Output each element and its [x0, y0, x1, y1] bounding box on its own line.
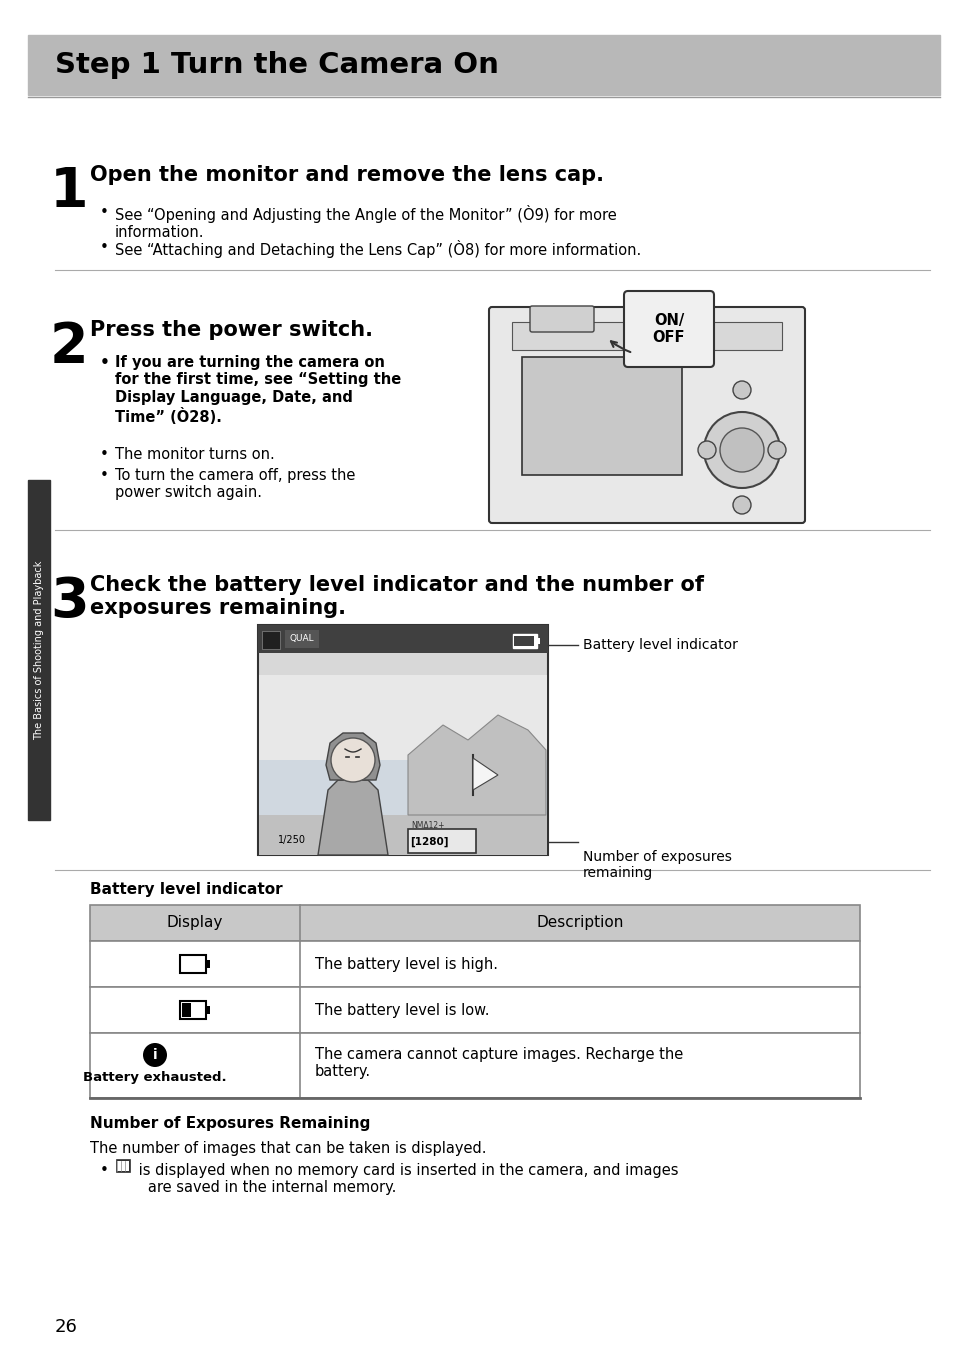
Text: is displayed when no memory card is inserted in the camera, and images
   are sa: is displayed when no memory card is inse… — [133, 1163, 678, 1196]
Bar — [90, 905, 859, 942]
Text: 1: 1 — [50, 165, 89, 219]
Bar — [512, 321, 781, 350]
Text: •: • — [100, 204, 109, 221]
Bar — [28, 480, 50, 820]
Text: 1/250: 1/250 — [277, 835, 306, 845]
Bar — [257, 625, 547, 855]
Bar — [182, 1003, 191, 1017]
Bar — [513, 633, 537, 648]
Text: Number of exposures
remaining: Number of exposures remaining — [582, 850, 731, 880]
FancyBboxPatch shape — [489, 307, 804, 523]
Text: The monitor turns on.: The monitor turns on. — [115, 447, 274, 461]
Bar — [258, 675, 546, 815]
Bar — [258, 815, 546, 855]
Text: •: • — [100, 355, 110, 370]
Bar — [258, 760, 546, 815]
Circle shape — [698, 441, 716, 459]
Text: Battery level indicator: Battery level indicator — [90, 882, 282, 897]
Text: [1280]: [1280] — [410, 837, 448, 847]
Bar — [408, 829, 476, 853]
Polygon shape — [317, 780, 388, 855]
Circle shape — [331, 738, 375, 781]
Circle shape — [703, 412, 780, 488]
Text: Display: Display — [167, 916, 223, 931]
Bar — [514, 636, 534, 646]
Text: The Basics of Shooting and Playback: The Basics of Shooting and Playback — [34, 561, 44, 740]
Text: Press the power switch.: Press the power switch. — [90, 320, 373, 340]
Text: •: • — [100, 447, 109, 461]
Text: If you are turning the camera on
for the first time, see “Setting the
Display La: If you are turning the camera on for the… — [115, 355, 401, 425]
Bar — [180, 955, 206, 972]
Text: Description: Description — [536, 916, 623, 931]
Text: 2: 2 — [50, 320, 89, 374]
Text: ON/
OFF: ON/ OFF — [652, 313, 684, 346]
Bar — [117, 1161, 129, 1171]
Polygon shape — [326, 733, 379, 780]
Bar — [28, 35, 939, 95]
Text: NMΔ12+: NMΔ12+ — [411, 820, 444, 830]
Circle shape — [720, 428, 763, 472]
Polygon shape — [473, 759, 497, 790]
Circle shape — [732, 496, 750, 514]
Text: Battery level indicator: Battery level indicator — [582, 638, 737, 652]
Text: QUAL: QUAL — [290, 635, 314, 643]
Text: 3: 3 — [50, 576, 89, 629]
Text: F5.6: F5.6 — [353, 835, 374, 845]
Text: To turn the camera off, press the
power switch again.: To turn the camera off, press the power … — [115, 468, 355, 500]
Bar — [262, 631, 280, 650]
Text: Check the battery level indicator and the number of
exposures remaining.: Check the battery level indicator and th… — [90, 576, 703, 619]
Circle shape — [732, 381, 750, 399]
Bar — [206, 1006, 210, 1014]
Bar — [90, 941, 859, 987]
FancyBboxPatch shape — [530, 307, 594, 332]
Bar — [257, 625, 547, 654]
Circle shape — [767, 441, 785, 459]
Text: •: • — [100, 1163, 109, 1178]
Text: The battery level is low.: The battery level is low. — [314, 1002, 489, 1018]
Circle shape — [143, 1042, 167, 1067]
Bar — [116, 1159, 130, 1171]
Text: i: i — [152, 1048, 157, 1063]
Polygon shape — [408, 716, 545, 815]
Text: •: • — [100, 468, 109, 483]
Bar — [90, 1033, 859, 1098]
Text: See “Attaching and Detaching the Lens Cap” (Ò8) for more information.: See “Attaching and Detaching the Lens Ca… — [115, 239, 640, 258]
Bar — [537, 638, 539, 644]
Text: See “Opening and Adjusting the Angle of the Monitor” (Ò9) for more
information.: See “Opening and Adjusting the Angle of … — [115, 204, 616, 241]
Text: Number of Exposures Remaining: Number of Exposures Remaining — [90, 1116, 370, 1131]
Bar — [90, 987, 859, 1033]
Bar — [521, 356, 681, 475]
Text: The camera cannot capture images. Recharge the
battery.: The camera cannot capture images. Rechar… — [314, 1046, 682, 1079]
Text: The battery level is high.: The battery level is high. — [314, 956, 497, 971]
Text: 26: 26 — [55, 1318, 78, 1336]
Text: The number of images that can be taken is displayed.: The number of images that can be taken i… — [90, 1141, 486, 1155]
Text: •: • — [100, 239, 109, 256]
Bar — [206, 960, 210, 968]
FancyBboxPatch shape — [623, 291, 713, 367]
Text: Battery exhausted.: Battery exhausted. — [83, 1072, 227, 1084]
Text: Open the monitor and remove the lens cap.: Open the monitor and remove the lens cap… — [90, 165, 603, 186]
Text: Step 1 Turn the Camera On: Step 1 Turn the Camera On — [55, 51, 498, 79]
Bar — [180, 1001, 206, 1020]
